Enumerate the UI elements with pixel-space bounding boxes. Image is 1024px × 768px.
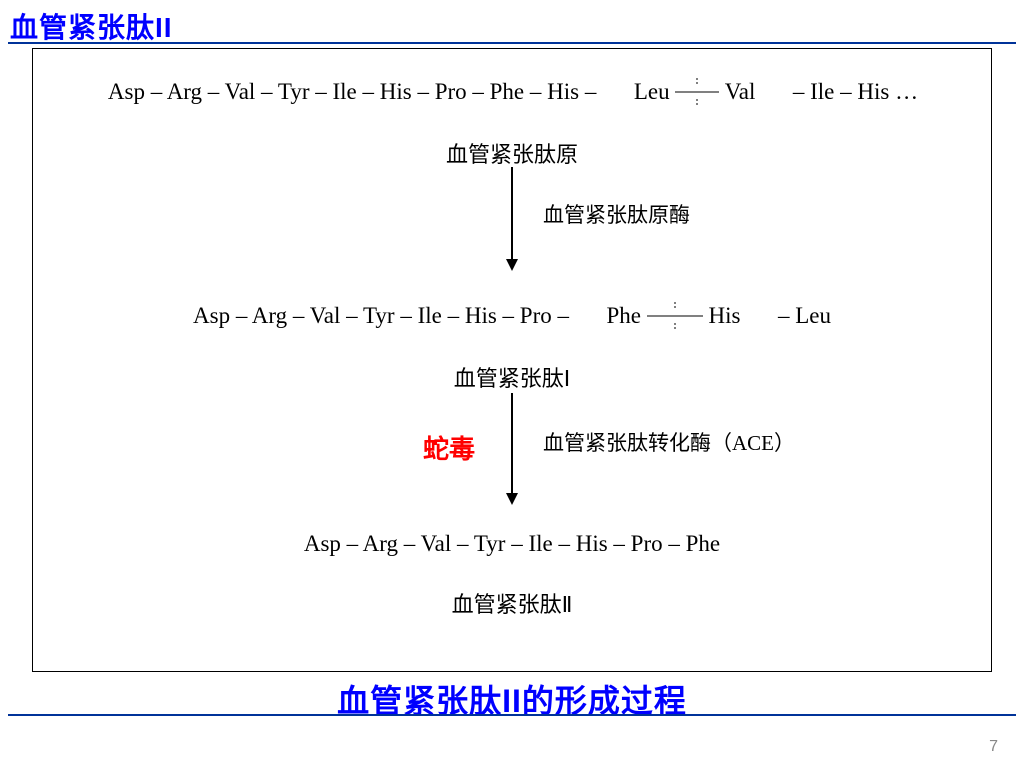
seq2-left: Asp – Arg – Val – Tyr – Ile – His – Pro … — [193, 303, 569, 328]
arrow-2 — [502, 393, 522, 510]
label-enzyme-ace: 血管紧张肽转化酶（ACE） — [543, 427, 795, 457]
seq2-phe: Phe — [607, 303, 642, 328]
sequence-angiotensin-2: Asp – Arg – Val – Tyr – Ile – His – Pro … — [33, 531, 991, 557]
seq2-his: His — [709, 303, 741, 328]
label-enzyme-renin: 血管紧张肽原酶 — [543, 199, 690, 229]
label-angiotensin-2: 血管紧张肽Ⅱ — [33, 587, 991, 619]
seq1-right: – Ile – His — [793, 79, 889, 104]
annotation-snake-venom: 蛇毒 — [423, 429, 475, 466]
label-precursor: 血管紧张肽原 — [33, 137, 991, 169]
seq2-right: – Leu — [778, 303, 831, 328]
seq1-ellipsis: … — [895, 79, 916, 104]
sequence-angiotensinogen: Asp – Arg – Val – Tyr – Ile – His – Pro … — [33, 79, 991, 105]
divider-bottom — [8, 714, 1016, 716]
sequence-angiotensin-1: Asp – Arg – Val – Tyr – Ile – His – Pro … — [33, 303, 991, 329]
slide-title: 血管紧张肽II — [10, 6, 173, 46]
label-angiotensin-1: 血管紧张肽Ⅰ — [33, 361, 991, 393]
arrow-1 — [502, 167, 522, 276]
divider-top — [8, 42, 1016, 44]
seq1-val: Val — [725, 79, 756, 104]
diagram-frame: Asp – Arg – Val – Tyr – Ile – His – Pro … — [32, 48, 992, 672]
seq1-leu: Leu — [634, 79, 670, 104]
page-number: 7 — [989, 738, 998, 756]
seq1-left: Asp – Arg – Val – Tyr – Ile – His – Pro … — [108, 79, 596, 104]
